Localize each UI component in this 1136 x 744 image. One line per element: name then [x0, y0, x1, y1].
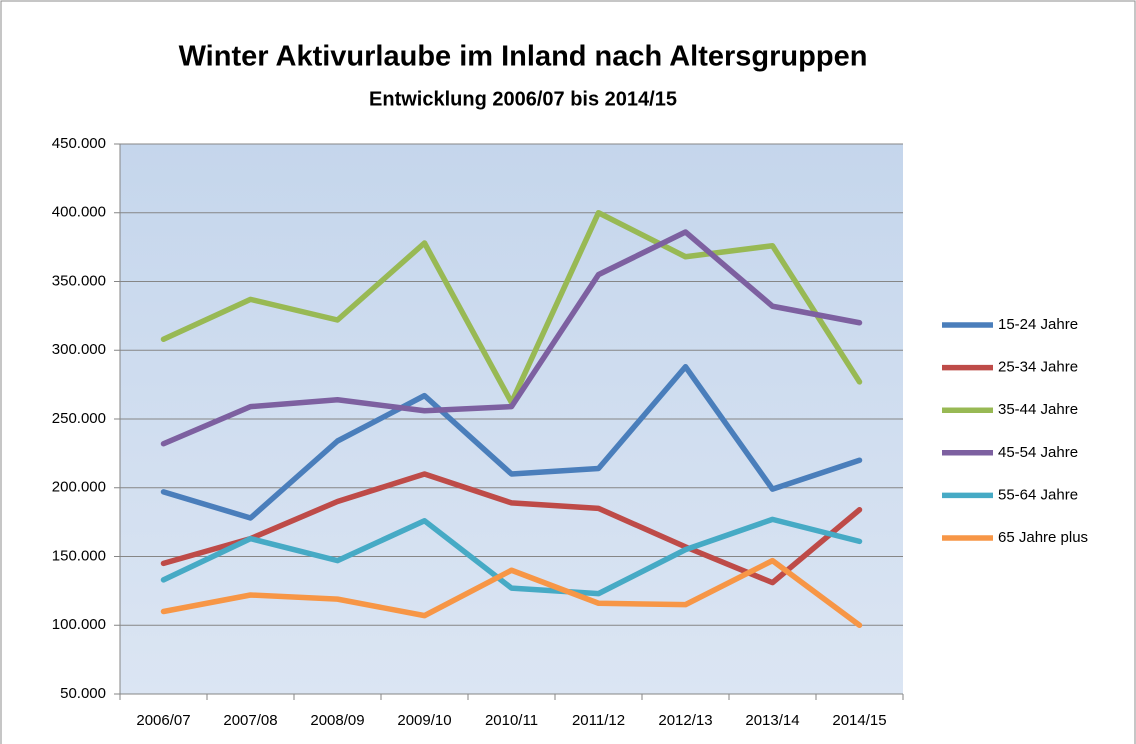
series-line	[160, 471, 863, 586]
series-line	[160, 364, 863, 521]
series-line	[160, 516, 863, 597]
legend-label: 35-44 Jahre	[998, 401, 1078, 418]
x-tick-label: 2012/13	[658, 712, 712, 729]
legend-label: 65 Jahre plus	[998, 529, 1088, 546]
x-tick-label: 2007/08	[223, 712, 277, 729]
series-line	[160, 557, 863, 628]
x-tick-label: 2010/11	[485, 712, 538, 729]
y-tick-label: 200.000	[52, 479, 106, 496]
x-tick-label: 2014/15	[832, 712, 886, 729]
legend-label: 55-64 Jahre	[998, 486, 1078, 503]
series-line	[160, 229, 863, 447]
y-tick-label: 300.000	[52, 341, 106, 358]
legend-label: 15-24 Jahre	[998, 316, 1078, 333]
legend-label: 25-34 Jahre	[998, 359, 1078, 376]
chart-title: Winter Aktivurlaube im Inland nach Alter…	[179, 41, 868, 73]
y-tick-label: 100.000	[52, 616, 106, 633]
y-tick-label: 400.000	[52, 204, 106, 221]
y-tick-label: 150.000	[52, 547, 106, 564]
y-tick-label: 250.000	[52, 410, 106, 427]
x-tick-label: 2008/09	[310, 712, 364, 729]
y-tick-label: 350.000	[52, 272, 106, 289]
y-tick-label: 450.000	[52, 135, 106, 152]
y-tick-label: 50.000	[60, 685, 106, 702]
x-tick-label: 2006/07	[136, 712, 190, 729]
x-tick-label: 2013/14	[745, 712, 799, 729]
x-tick-label: 2011/12	[572, 712, 625, 729]
x-tick-label: 2009/10	[397, 712, 451, 729]
legend-label: 45-54 Jahre	[998, 444, 1078, 461]
chart-subtitle: Entwicklung 2006/07 bis 2014/15	[369, 88, 677, 110]
